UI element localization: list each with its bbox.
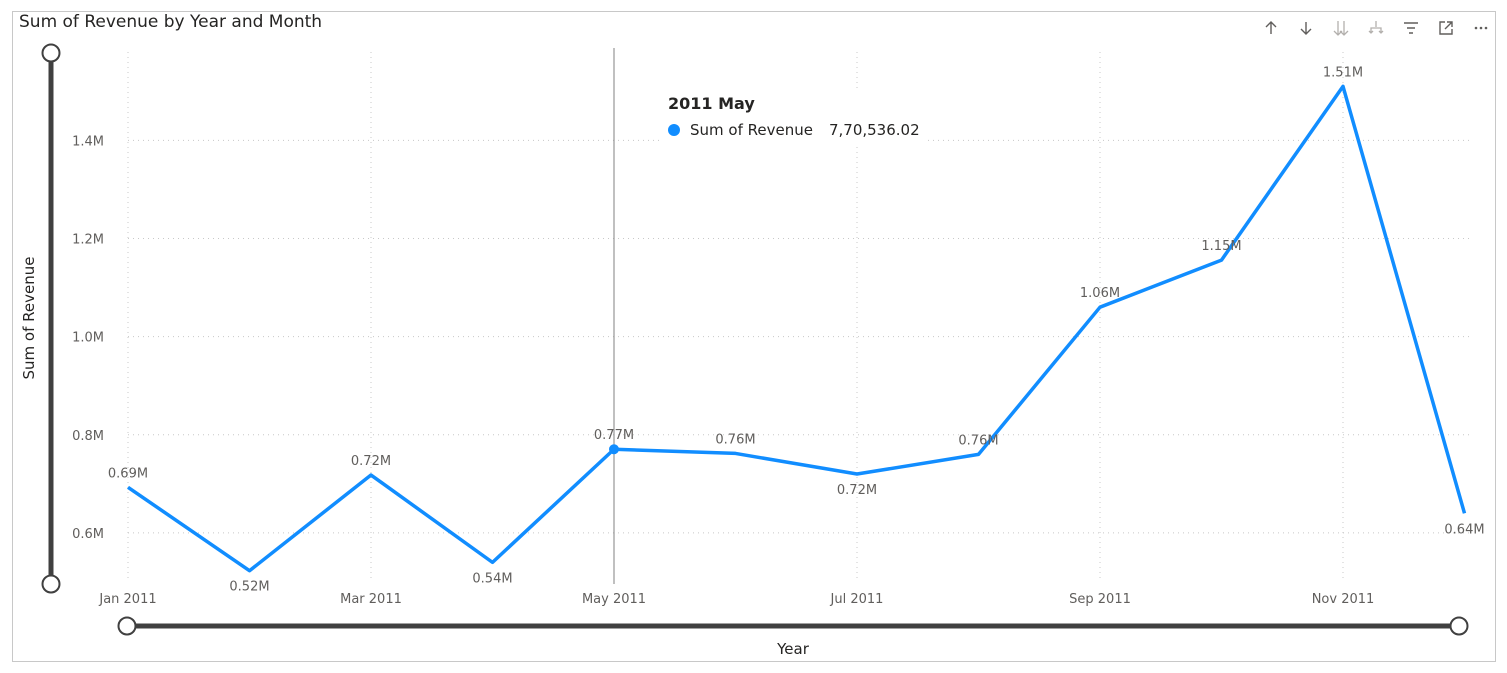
tooltip-value: 7,70,536.02 (828, 121, 920, 139)
tooltip-title: 2011 May (668, 94, 755, 113)
drill-down-button[interactable] (1294, 16, 1318, 40)
filter-button[interactable] (1399, 16, 1423, 40)
data-label: 0.64M (1444, 522, 1484, 537)
data-labels: 0.69M 0.52M 0.72M 0.54M 0.77M 0.76M 0.72M 0.76M… (108, 65, 1485, 594)
x-zoom-slider-right-handle[interactable] (1449, 616, 1469, 636)
data-label: 0.72M (837, 483, 877, 498)
x-tick-label: Sep 2011 (1069, 592, 1131, 607)
series-layer[interactable] (127, 84, 1467, 573)
double-arrow-down-icon (1333, 21, 1349, 36)
data-label: 0.54M (472, 571, 512, 586)
data-label: 0.76M (958, 433, 998, 448)
zoom-sliders[interactable] (41, 43, 1469, 636)
y-zoom-slider-top-handle[interactable] (41, 43, 61, 63)
data-label: 0.76M (715, 432, 755, 447)
y-axis-ticks: 0.6M 0.8M 1.0M 1.2M 1.4M (72, 134, 104, 542)
series-line-sum-of-revenue[interactable] (127, 84, 1467, 573)
y-tick-label: 1.2M (72, 232, 104, 247)
y-tick-label: 0.8M (72, 429, 104, 444)
ellipsis-icon (1474, 26, 1488, 30)
series-color-dot (668, 124, 680, 136)
x-tick-label: Mar 2011 (340, 592, 402, 607)
arrow-down-icon (1300, 22, 1312, 35)
data-label: 1.15M (1201, 239, 1241, 254)
x-tick-label: May 2011 (582, 592, 646, 607)
tooltip-row: Sum of Revenue 7,70,536.02 (668, 121, 920, 139)
data-label: 0.77M (594, 428, 634, 443)
visual-header-toolbar (1259, 16, 1493, 40)
x-tick-label: Nov 2011 (1312, 592, 1375, 607)
y-zoom-slider-bottom-handle[interactable] (41, 574, 61, 594)
y-tick-label: 1.0M (72, 331, 104, 346)
x-axis-title: Year (776, 640, 810, 658)
x-zoom-slider-left-handle[interactable] (117, 616, 137, 636)
chart-title: Sum of Revenue by Year and Month (19, 12, 323, 32)
expand-hierarchy-button[interactable] (1364, 16, 1388, 40)
data-label: 0.52M (229, 580, 269, 595)
y-tick-label: 0.6M (72, 527, 104, 542)
y-tick-label: 1.4M (72, 134, 104, 149)
tooltip-series-name: Sum of Revenue (690, 121, 813, 139)
drill-up-button[interactable] (1259, 16, 1283, 40)
fork-down-icon (1368, 21, 1384, 34)
x-tick-label: Jul 2011 (830, 592, 884, 607)
data-label: 0.72M (351, 454, 391, 469)
expand-all-button[interactable] (1329, 16, 1353, 40)
focus-mode-button[interactable] (1434, 16, 1458, 40)
data-label: 0.69M (108, 466, 148, 481)
arrow-up-icon (1265, 21, 1277, 34)
y-axis-title: Sum of Revenue (20, 257, 38, 380)
data-label: 1.06M (1080, 286, 1120, 301)
tooltip: 2011 May Sum of Revenue 7,70,536.02 (660, 92, 928, 145)
data-label: 1.51M (1323, 65, 1363, 80)
more-options-button[interactable] (1469, 16, 1493, 40)
x-tick-label: Jan 2011 (98, 592, 156, 607)
highlighted-data-point[interactable] (609, 444, 619, 455)
focus-icon (1439, 21, 1453, 35)
filter-icon (1404, 22, 1418, 34)
x-axis-ticks: Jan 2011 Mar 2011 May 2011 Jul 2011 Sep 2011… (98, 592, 1374, 607)
